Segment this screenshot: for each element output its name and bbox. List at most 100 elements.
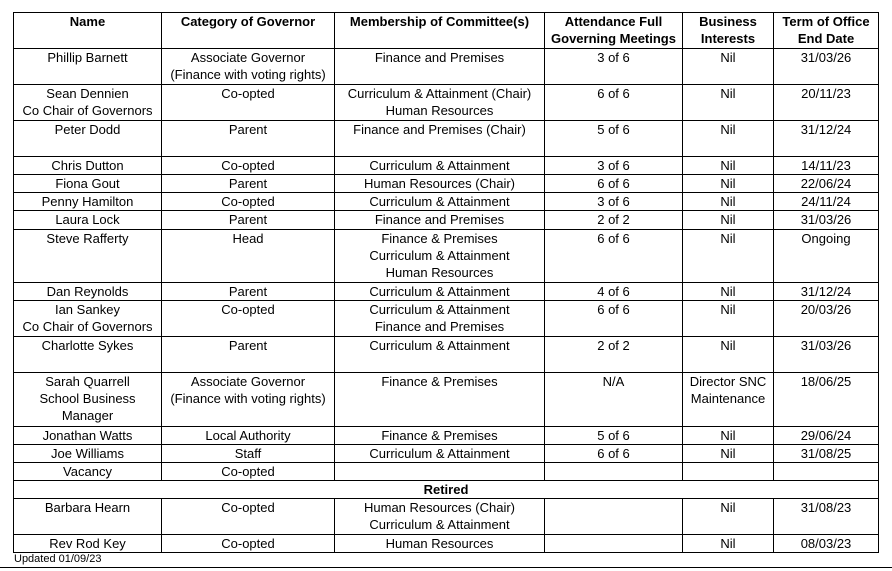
table-row: Laura Lock Parent Finance and Premises 2 of…	[13, 210, 879, 230]
governors-table: Name Category of Governor Membership of Co…	[13, 12, 879, 553]
cell-attendance: 5 of 6	[544, 120, 683, 157]
cell-attendance: 6 of 6	[544, 174, 683, 193]
cell-membership: Finance & Premises Curriculum & Attainme…	[334, 229, 545, 283]
cell-attendance: 6 of 6	[544, 444, 683, 463]
cell-attendance	[544, 462, 683, 481]
cell-business-interests: Nil	[682, 300, 774, 337]
cell-business-interests: Nil	[682, 48, 774, 85]
column-header-category: Category of Governor	[161, 12, 335, 49]
cell-name: Barbara Hearn	[13, 498, 162, 535]
cell-term: 31/12/24	[773, 282, 879, 301]
column-header-name: Name	[13, 12, 162, 49]
cell-membership: Curriculum & Attainment Finance and Prem…	[334, 300, 545, 337]
cell-name: Steve Rafferty	[13, 229, 162, 283]
page-bottom-divider	[0, 567, 892, 568]
cell-business-interests: Nil	[682, 336, 774, 373]
cell-term	[773, 462, 879, 481]
cell-term: 08/03/23	[773, 534, 879, 553]
cell-attendance: 3 of 6	[544, 192, 683, 211]
cell-term: 31/08/25	[773, 444, 879, 463]
cell-attendance: 2 of 2	[544, 336, 683, 373]
cell-term: 29/06/24	[773, 426, 879, 445]
cell-business-interests: Nil	[682, 84, 774, 121]
cell-membership: Finance and Premises (Chair)	[334, 120, 545, 157]
table-row: Jonathan Watts Local Authority Finance & P…	[13, 426, 879, 445]
cell-business-interests: Nil	[682, 229, 774, 283]
cell-attendance: 3 of 6	[544, 156, 683, 175]
table-row: Sarah Quarrell School Business Manager As…	[13, 372, 879, 427]
cell-term: 20/03/26	[773, 300, 879, 337]
cell-business-interests: Nil	[682, 174, 774, 193]
cell-business-interests: Nil	[682, 498, 774, 535]
cell-term: 31/12/24	[773, 120, 879, 157]
cell-term: 22/06/24	[773, 174, 879, 193]
cell-attendance	[544, 498, 683, 535]
cell-name: Vacancy	[13, 462, 162, 481]
cell-category: Associate Governor (Finance with voting …	[161, 372, 335, 427]
cell-name: Rev Rod Key	[13, 534, 162, 553]
cell-category: Parent	[161, 120, 335, 157]
updated-date-label: Updated 01/09/23	[14, 553, 102, 565]
cell-membership: Curriculum & Attainment	[334, 192, 545, 211]
cell-name: Penny Hamilton	[13, 192, 162, 211]
cell-name: Dan Reynolds	[13, 282, 162, 301]
cell-term: 20/11/23	[773, 84, 879, 121]
column-header-membership: Membership of Committee(s)	[334, 12, 545, 49]
retired-section-row: Retired	[13, 480, 879, 499]
cell-attendance: 4 of 6	[544, 282, 683, 301]
retired-section-label: Retired	[13, 480, 879, 499]
table-row: Phillip Barnett Associate Governor (Finan…	[13, 48, 879, 85]
table-row: Barbara Hearn Co-opted Human Resources (Ch…	[13, 498, 879, 535]
cell-membership: Curriculum & Attainment	[334, 444, 545, 463]
cell-business-interests: Nil	[682, 444, 774, 463]
cell-membership: Finance & Premises	[334, 372, 545, 427]
cell-term: 31/03/26	[773, 210, 879, 230]
cell-business-interests: Nil	[682, 210, 774, 230]
cell-name: Peter Dodd	[13, 120, 162, 157]
cell-attendance: N/A	[544, 372, 683, 427]
cell-name: Joe Williams	[13, 444, 162, 463]
cell-business-interests: Nil	[682, 534, 774, 553]
column-header-business-interests: Business Interests	[682, 12, 774, 49]
cell-business-interests: Nil	[682, 120, 774, 157]
cell-business-interests: Director SNC Maintenance	[682, 372, 774, 427]
table-row: Steve Rafferty Head Finance & Premises Cur…	[13, 229, 879, 283]
cell-membership: Curriculum & Attainment (Chair) Human Re…	[334, 84, 545, 121]
table-row: Joe Williams Staff Curriculum & Attainment…	[13, 444, 879, 463]
cell-name: Sean Dennien Co Chair of Governors	[13, 84, 162, 121]
cell-name: Jonathan Watts	[13, 426, 162, 445]
cell-category: Co-opted	[161, 462, 335, 481]
cell-membership: Finance and Premises	[334, 210, 545, 230]
cell-business-interests: Nil	[682, 426, 774, 445]
cell-business-interests: Nil	[682, 192, 774, 211]
cell-term: Ongoing	[773, 229, 879, 283]
table-row: Vacancy Co-opted	[13, 462, 879, 481]
cell-name: Charlotte Sykes	[13, 336, 162, 373]
cell-term: 31/08/23	[773, 498, 879, 535]
cell-name: Phillip Barnett	[13, 48, 162, 85]
column-header-attendance: Attendance Full Governing Meetings	[544, 12, 683, 49]
cell-term: 18/06/25	[773, 372, 879, 427]
cell-attendance: 6 of 6	[544, 300, 683, 337]
cell-membership	[334, 462, 545, 481]
table-row: Dan Reynolds Parent Curriculum & Attainmen…	[13, 282, 879, 301]
cell-category: Co-opted	[161, 300, 335, 337]
cell-category: Co-opted	[161, 498, 335, 535]
cell-attendance	[544, 534, 683, 553]
cell-name: Sarah Quarrell School Business Manager	[13, 372, 162, 427]
cell-membership: Finance and Premises	[334, 48, 545, 85]
table-row: Ian Sankey Co Chair of Governors Co-opted…	[13, 300, 879, 337]
cell-term: 31/03/26	[773, 336, 879, 373]
cell-term: 24/11/24	[773, 192, 879, 211]
table-row: Sean Dennien Co Chair of Governors Co-opt…	[13, 84, 879, 121]
table-row: Peter Dodd Parent Finance and Premises (Ch…	[13, 120, 879, 157]
table-row: Fiona Gout Parent Human Resources (Chair) 6…	[13, 174, 879, 193]
cell-attendance: 2 of 2	[544, 210, 683, 230]
cell-category: Parent	[161, 336, 335, 373]
cell-category: Parent	[161, 174, 335, 193]
header-row: Name Category of Governor Membership of Co…	[13, 12, 879, 49]
cell-name: Fiona Gout	[13, 174, 162, 193]
cell-membership: Finance & Premises	[334, 426, 545, 445]
governors-table-header: Name Category of Governor Membership of Co…	[13, 12, 879, 49]
